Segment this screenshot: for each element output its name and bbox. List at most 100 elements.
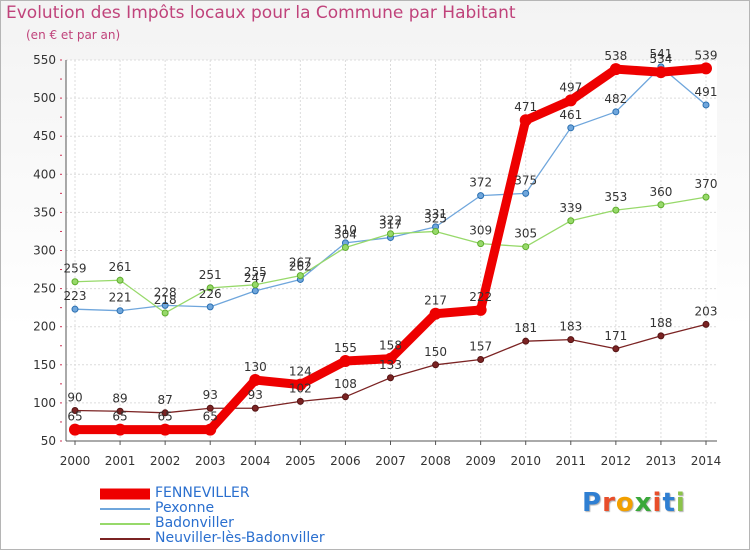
x-tick-label: 2002: [150, 454, 181, 468]
logo-letter: x: [634, 488, 653, 518]
x-tick-label: 2012: [601, 454, 632, 468]
legend-item-fenneviller[interactable]: FENNEVILLER: [100, 486, 325, 501]
data-label: 309: [469, 224, 492, 238]
data-point: [161, 309, 169, 317]
data-label: 251: [199, 268, 222, 282]
legend-item-neuviller[interactable]: Neuviller-lès-Badonviller: [100, 531, 325, 546]
data-label: 317: [379, 218, 402, 232]
data-label: 183: [559, 320, 582, 334]
data-label: 221: [109, 291, 132, 305]
data-label: 217: [424, 294, 447, 308]
logo-letter: r: [602, 488, 616, 518]
data-label: 155: [334, 341, 357, 355]
data-label: 247: [244, 271, 267, 285]
data-label: 497: [559, 80, 582, 94]
data-label: 267: [289, 256, 312, 270]
x-tick-label: 2008: [420, 454, 451, 468]
data-label: 93: [248, 388, 263, 402]
x-tick-label: 2014: [691, 454, 722, 468]
data-label: 322: [379, 214, 402, 228]
data-point: [612, 206, 620, 214]
y-tick-label: 250: [33, 282, 56, 296]
data-label: 534: [649, 52, 672, 66]
data-label: 325: [424, 211, 447, 225]
data-point: [567, 124, 575, 132]
y-tick-label: 550: [33, 53, 56, 67]
data-point: [116, 307, 124, 315]
data-point: [341, 393, 349, 401]
data-point: [702, 193, 710, 201]
data-point: [71, 278, 79, 286]
x-tick-label: 2007: [375, 454, 406, 468]
data-label: 89: [112, 391, 127, 405]
data-point: [249, 374, 262, 387]
data-point: [71, 407, 79, 415]
data-label: 130: [244, 360, 267, 374]
data-point: [657, 201, 665, 209]
data-point: [702, 320, 710, 328]
data-label: 218: [154, 293, 177, 307]
data-label: 262: [289, 259, 312, 273]
legend-label-pexonne: Pexonne: [155, 500, 215, 516]
x-tick-label: 2010: [510, 454, 541, 468]
legend-swatch-fenneviller: [100, 488, 150, 499]
data-label: 133: [379, 358, 402, 372]
data-point: [294, 378, 307, 391]
data-label: 310: [334, 223, 357, 237]
x-tick-label: 2000: [60, 454, 91, 468]
data-point: [116, 276, 124, 284]
legend-item-pexonne[interactable]: Pexonne: [100, 501, 325, 516]
legend-swatch-pexonne: [100, 507, 150, 510]
data-point: [429, 307, 442, 320]
data-point: [432, 227, 440, 235]
data-point: [384, 352, 397, 365]
data-label: 228: [154, 285, 177, 299]
data-label: 124: [289, 365, 312, 379]
data-label: 538: [604, 49, 627, 63]
y-tick-label: 450: [33, 129, 56, 143]
data-point: [702, 101, 710, 109]
data-point: [339, 354, 352, 367]
data-point: [159, 423, 172, 436]
data-label: 304: [334, 227, 357, 241]
data-point: [477, 192, 485, 200]
data-point: [432, 361, 440, 369]
legend-swatch-badonviller: [100, 522, 150, 525]
x-tick-label: 2011: [556, 454, 587, 468]
data-label: 188: [649, 316, 672, 330]
legend-label-neuviller: Neuviller-lès-Badonviller: [155, 530, 325, 546]
legend-item-badonviller[interactable]: Badonviller: [100, 516, 325, 531]
logo-letter: o: [615, 488, 635, 518]
x-tick-label: 2009: [465, 454, 496, 468]
data-point: [206, 404, 214, 412]
data-label: 339: [559, 201, 582, 215]
data-label: 65: [67, 410, 82, 424]
data-point: [567, 336, 575, 344]
data-label: 541: [649, 47, 672, 61]
data-point: [477, 355, 485, 363]
data-point: [522, 337, 530, 345]
data-point: [71, 305, 79, 313]
data-label: 150: [424, 345, 447, 359]
data-point: [116, 407, 124, 415]
data-label: 108: [334, 377, 357, 391]
data-label: 87: [158, 393, 173, 407]
data-label: 353: [604, 190, 627, 204]
data-point: [341, 243, 349, 251]
data-label: 360: [649, 185, 672, 199]
data-label: 223: [64, 289, 87, 303]
data-point: [612, 108, 620, 116]
data-label: 305: [514, 227, 537, 241]
data-point: [564, 94, 577, 107]
data-label: 255: [244, 265, 267, 279]
logo-letter: P: [582, 488, 603, 518]
data-label: 261: [109, 260, 132, 274]
data-point: [204, 423, 217, 436]
y-tick-label: 150: [33, 358, 56, 372]
data-label: 65: [203, 410, 218, 424]
legend-swatch-neuviller: [100, 537, 150, 540]
data-point: [251, 404, 259, 412]
data-label: 157: [469, 339, 492, 353]
data-point: [654, 66, 667, 79]
